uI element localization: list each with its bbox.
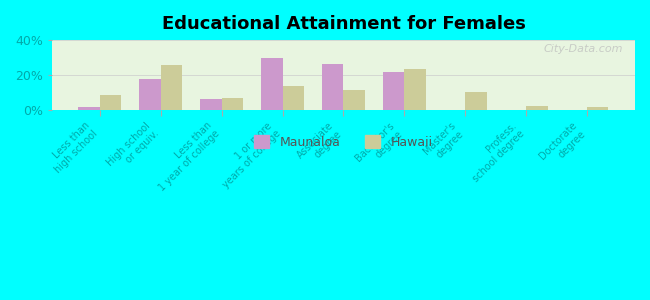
Bar (161, 64, 182, 110)
Bar (587, 107, 608, 110)
Legend: Maunaloa, Hawaii: Maunaloa, Hawaii (250, 130, 437, 154)
Title: Educational Attainment for Females: Educational Attainment for Females (161, 15, 525, 33)
Bar (139, 80, 161, 110)
Bar (343, 90, 365, 110)
Bar (283, 86, 304, 110)
Bar (526, 106, 547, 110)
Bar (222, 98, 243, 110)
Bar (200, 100, 222, 110)
Bar (404, 69, 426, 110)
Bar (465, 92, 487, 110)
Bar (99, 95, 121, 110)
Bar (79, 107, 99, 110)
Bar (261, 58, 283, 110)
Bar (383, 72, 404, 110)
Text: City-Data.com: City-Data.com (544, 44, 623, 54)
Bar (322, 64, 343, 110)
